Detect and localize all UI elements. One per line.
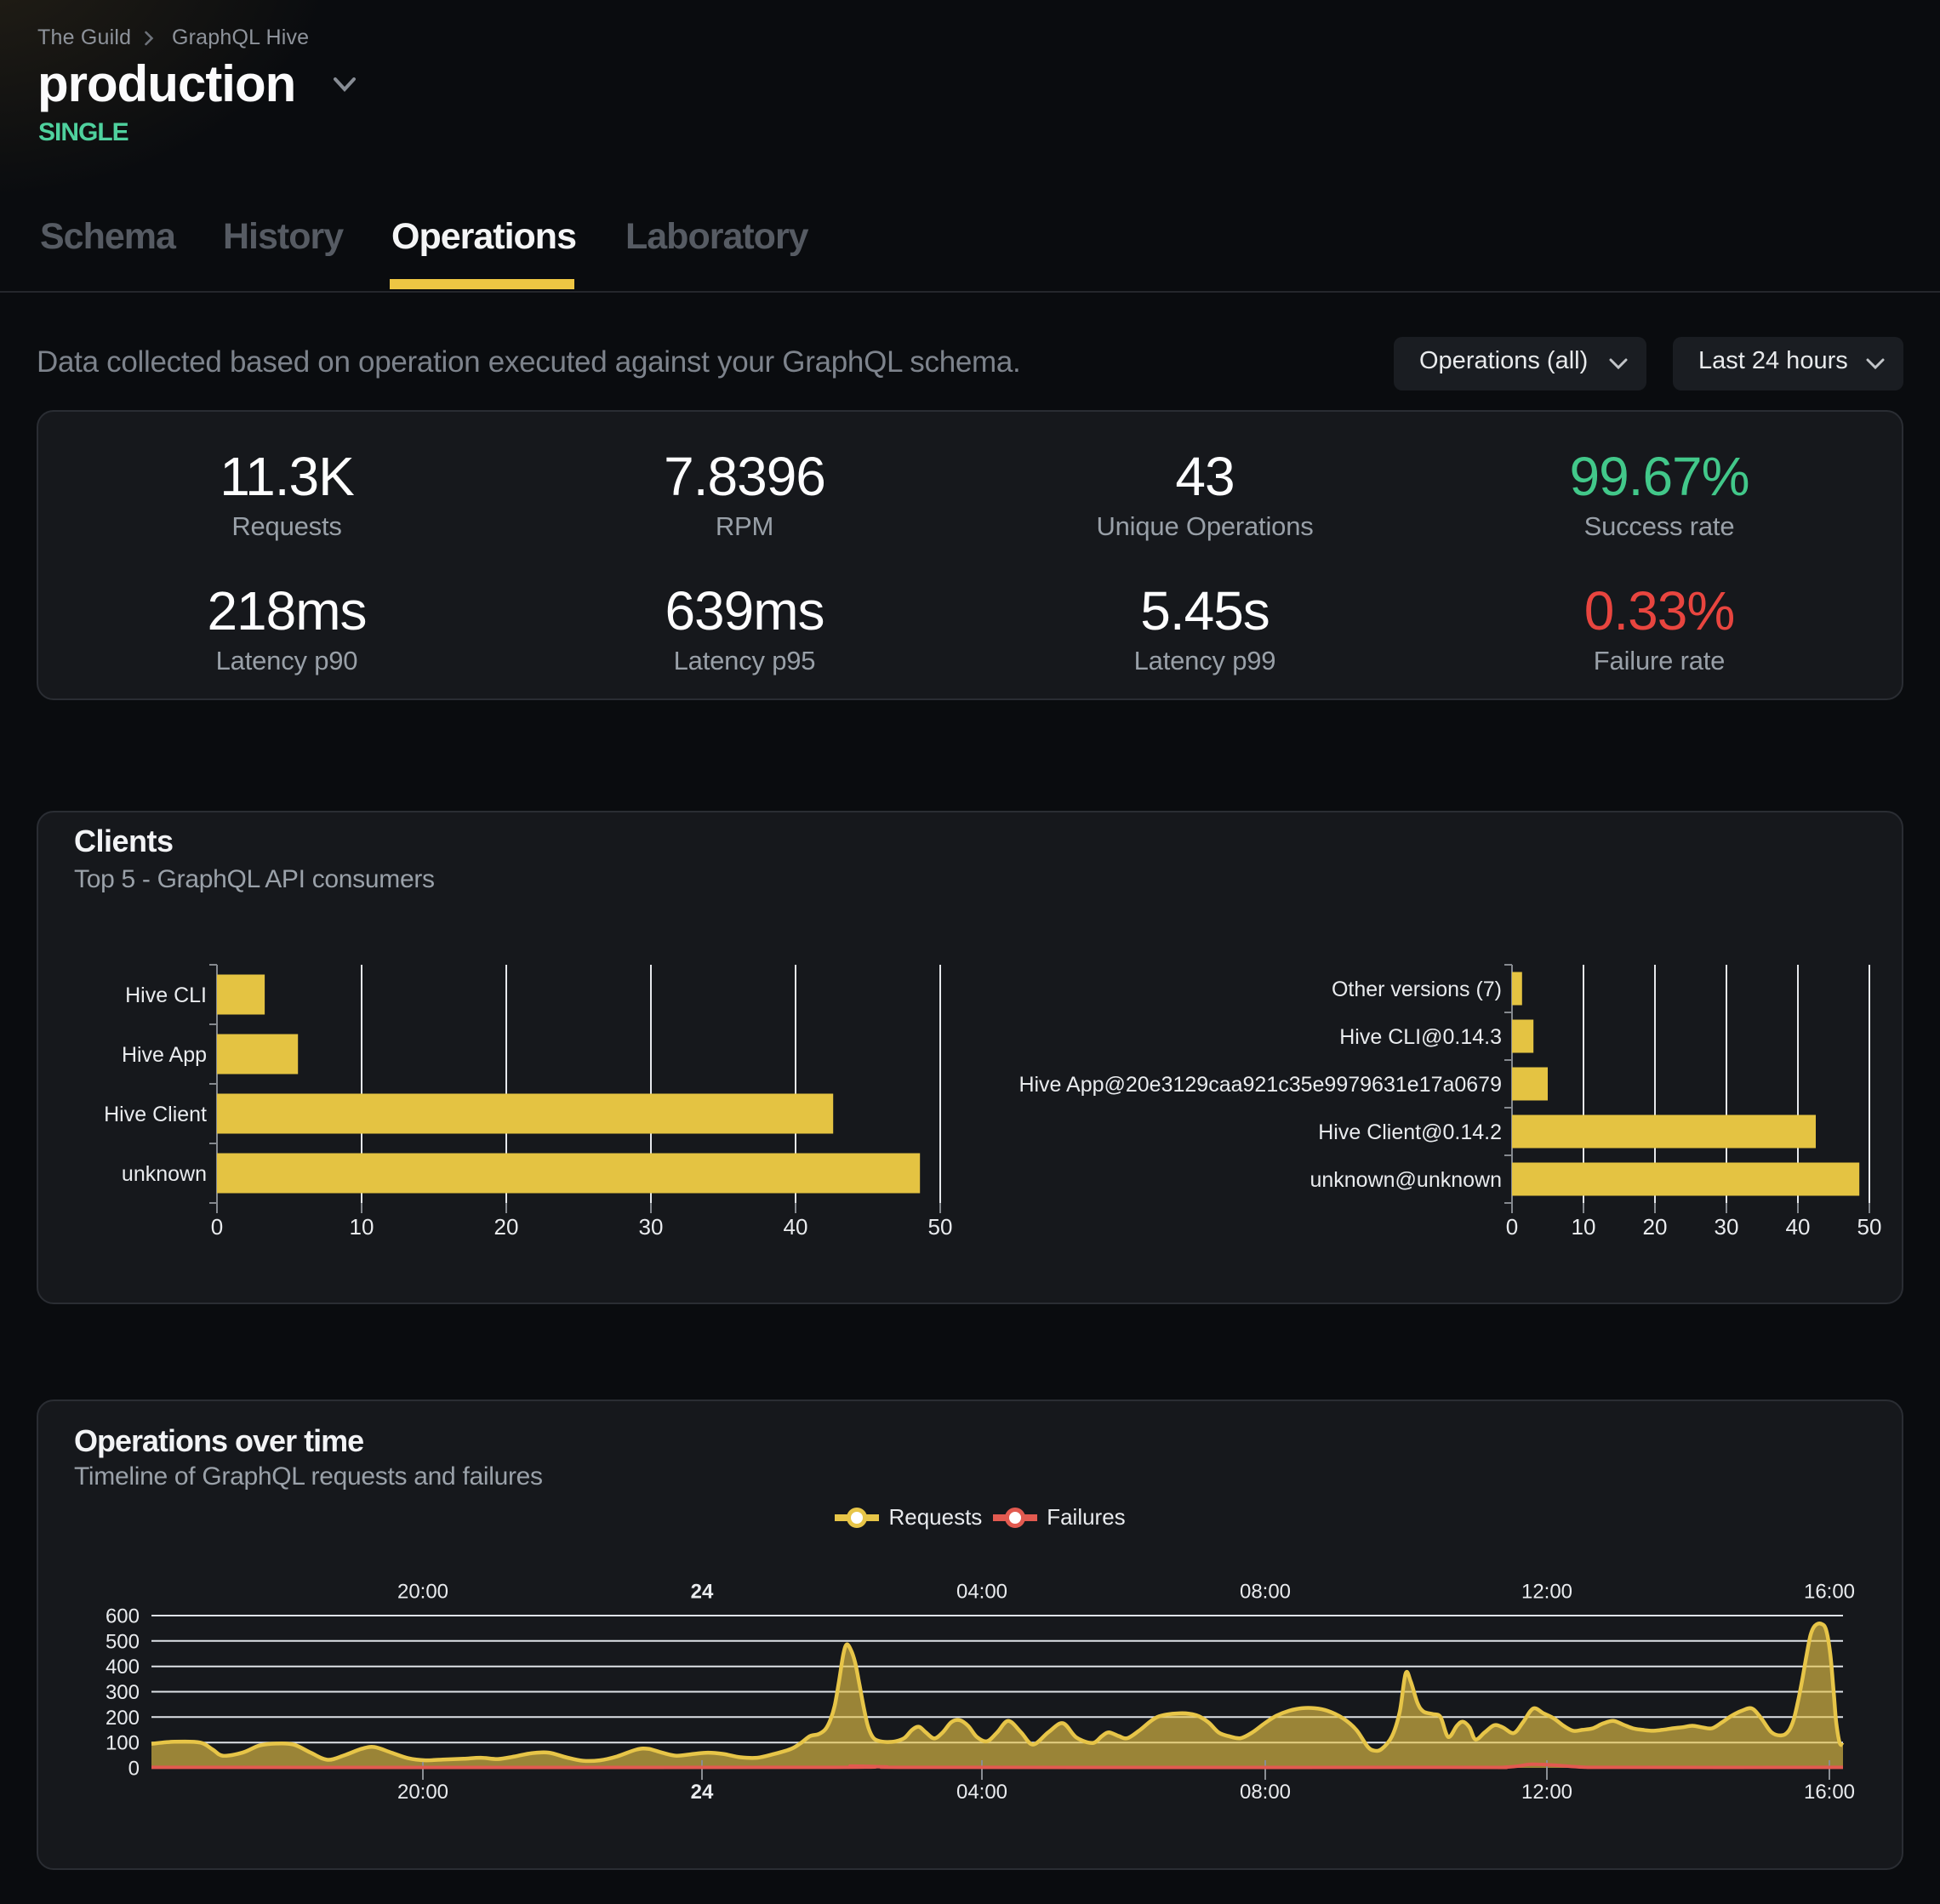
- svg-text:Hive Client: Hive Client: [104, 1103, 207, 1126]
- svg-text:40: 40: [784, 1214, 808, 1240]
- svg-text:04:00: 04:00: [956, 1781, 1007, 1804]
- svg-text:Hive App: Hive App: [122, 1043, 207, 1067]
- svg-text:0: 0: [211, 1214, 223, 1240]
- svg-text:Hive App@20e3129caa921c35e9979: Hive App@20e3129caa921c35e9979631e17a067…: [1018, 1073, 1502, 1097]
- svg-text:24: 24: [691, 1781, 714, 1804]
- svg-text:500: 500: [106, 1630, 140, 1653]
- svg-text:Hive Client@0.14.2: Hive Client@0.14.2: [1318, 1120, 1502, 1144]
- svg-text:30: 30: [1715, 1214, 1739, 1240]
- svg-text:30: 30: [639, 1214, 664, 1240]
- svg-text:300: 300: [106, 1681, 140, 1704]
- svg-text:24: 24: [691, 1581, 714, 1604]
- svg-text:40: 40: [1786, 1214, 1811, 1240]
- svg-text:600: 600: [106, 1605, 140, 1628]
- svg-text:08:00: 08:00: [1240, 1581, 1291, 1604]
- svg-text:20:00: 20:00: [397, 1781, 448, 1804]
- svg-text:04:00: 04:00: [956, 1581, 1007, 1604]
- svg-text:20: 20: [1643, 1214, 1668, 1240]
- svg-text:10: 10: [350, 1214, 374, 1240]
- svg-text:50: 50: [1857, 1214, 1882, 1240]
- svg-text:10: 10: [1572, 1214, 1596, 1240]
- svg-text:Hive CLI@0.14.3: Hive CLI@0.14.3: [1339, 1025, 1502, 1049]
- svg-text:16:00: 16:00: [1804, 1781, 1855, 1804]
- svg-text:0: 0: [128, 1758, 140, 1781]
- svg-text:20: 20: [494, 1214, 519, 1240]
- svg-text:20:00: 20:00: [397, 1581, 448, 1604]
- svg-text:Other versions (7): Other versions (7): [1332, 978, 1502, 1001]
- svg-text:unknown@unknown: unknown@unknown: [1310, 1168, 1502, 1192]
- svg-text:08:00: 08:00: [1240, 1781, 1291, 1804]
- svg-text:0: 0: [1506, 1214, 1518, 1240]
- svg-text:100: 100: [106, 1732, 140, 1755]
- svg-text:12:00: 12:00: [1521, 1781, 1572, 1804]
- svg-text:unknown: unknown: [122, 1162, 207, 1186]
- svg-text:16:00: 16:00: [1804, 1581, 1855, 1604]
- svg-text:400: 400: [106, 1656, 140, 1679]
- svg-text:Hive CLI: Hive CLI: [125, 983, 207, 1007]
- svg-text:200: 200: [106, 1707, 140, 1730]
- svg-text:12:00: 12:00: [1521, 1581, 1572, 1604]
- svg-text:50: 50: [928, 1214, 953, 1240]
